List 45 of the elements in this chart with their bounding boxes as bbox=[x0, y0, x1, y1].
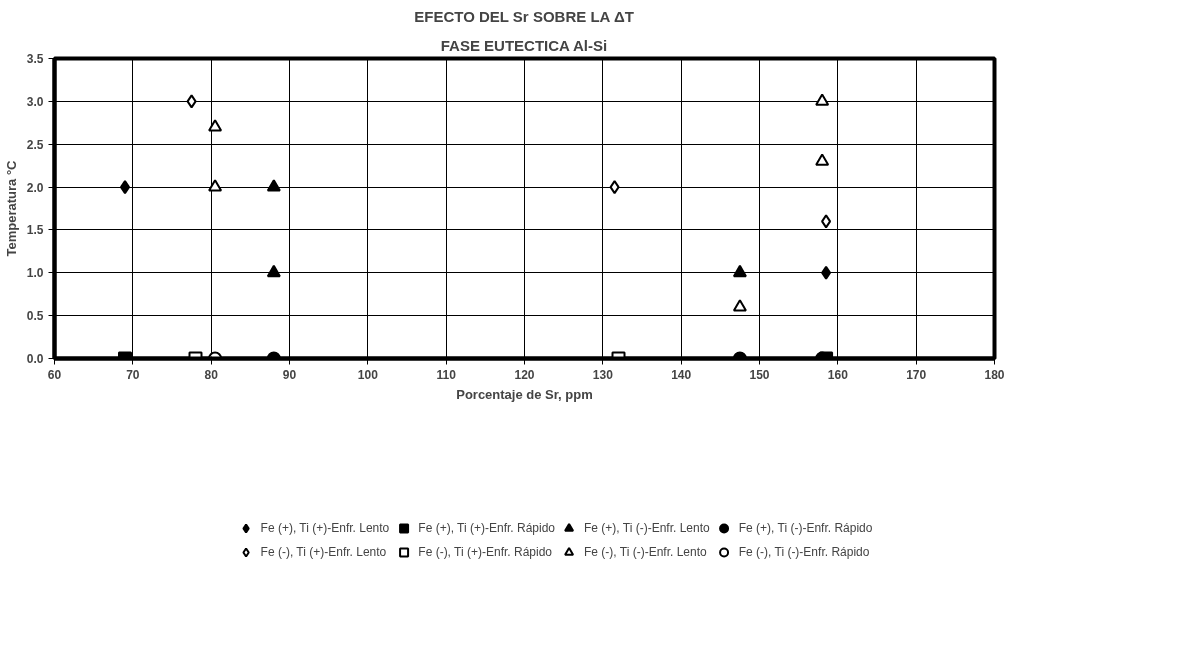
legend-label: Fe (+), Ti (+)-Enfr. Lento bbox=[260, 521, 390, 535]
x-tick-label: 140 bbox=[671, 367, 692, 382]
point bbox=[815, 93, 830, 106]
point bbox=[732, 264, 747, 278]
point bbox=[821, 265, 832, 280]
y-axis-title: Temperatura °C bbox=[3, 159, 19, 257]
legend-label: Fe (-), Ti (+)-Enfr. Rápido bbox=[418, 545, 552, 559]
chart-subtitle: FASE EUTECTICA Al-Si bbox=[440, 36, 608, 54]
x-tick-label: 120 bbox=[514, 367, 535, 382]
x-tick-label: 180 bbox=[984, 367, 1005, 382]
x-tick-label: 90 bbox=[282, 367, 297, 382]
y-tick-label: 1.0 bbox=[26, 266, 44, 281]
legend-label: Fe (-), Ti (+)-Enfr. Lento bbox=[260, 545, 387, 559]
point bbox=[609, 180, 620, 195]
y-tick-label: 2.5 bbox=[26, 137, 44, 152]
x-tick-label: 170 bbox=[906, 367, 927, 382]
y-tick-label: 3.5 bbox=[26, 52, 44, 66]
y-tick-label: 1.5 bbox=[26, 223, 44, 238]
point bbox=[266, 179, 281, 192]
point bbox=[821, 214, 832, 229]
x-tick-label: 80 bbox=[204, 367, 219, 382]
x-tick-label: 110 bbox=[436, 367, 457, 382]
x-tick-label: 130 bbox=[592, 367, 614, 382]
y-tick-label: 0.5 bbox=[26, 309, 44, 324]
x-tick-label: 70 bbox=[126, 367, 140, 382]
point bbox=[186, 94, 197, 109]
x-tick-label: 150 bbox=[749, 367, 770, 382]
x-axis-title: Porcentaje de Sr, ppm bbox=[456, 386, 593, 402]
point bbox=[266, 264, 281, 278]
legend-label: Fe (+), Ti (-)-Enfr. Lento bbox=[584, 521, 710, 535]
legend-label: Fe (-), Ti (-)-Enfr. Rápido bbox=[738, 545, 870, 559]
chart-title: EFECTO DEL Sr SOBRE LA ΔT bbox=[414, 7, 634, 25]
x-tick-label: 100 bbox=[357, 367, 379, 382]
y-tick-label: 0.0 bbox=[26, 352, 44, 366]
y-tick-label: 3.0 bbox=[26, 94, 44, 109]
y-tick-label: 2.0 bbox=[26, 180, 44, 195]
point bbox=[208, 119, 223, 132]
legend-label: Fe (-), Ti (-)-Enfr. Lento bbox=[584, 545, 707, 559]
point bbox=[732, 299, 747, 312]
x-tick-label: 160 bbox=[827, 367, 849, 382]
point bbox=[208, 179, 223, 192]
legend-label: Fe (+), Ti (-)-Enfr. Rápido bbox=[738, 521, 873, 535]
x-tick-label: 60 bbox=[47, 367, 62, 382]
legend-label: Fe (+), Ti (+)-Enfr. Rápido bbox=[418, 521, 556, 535]
point bbox=[815, 153, 830, 166]
